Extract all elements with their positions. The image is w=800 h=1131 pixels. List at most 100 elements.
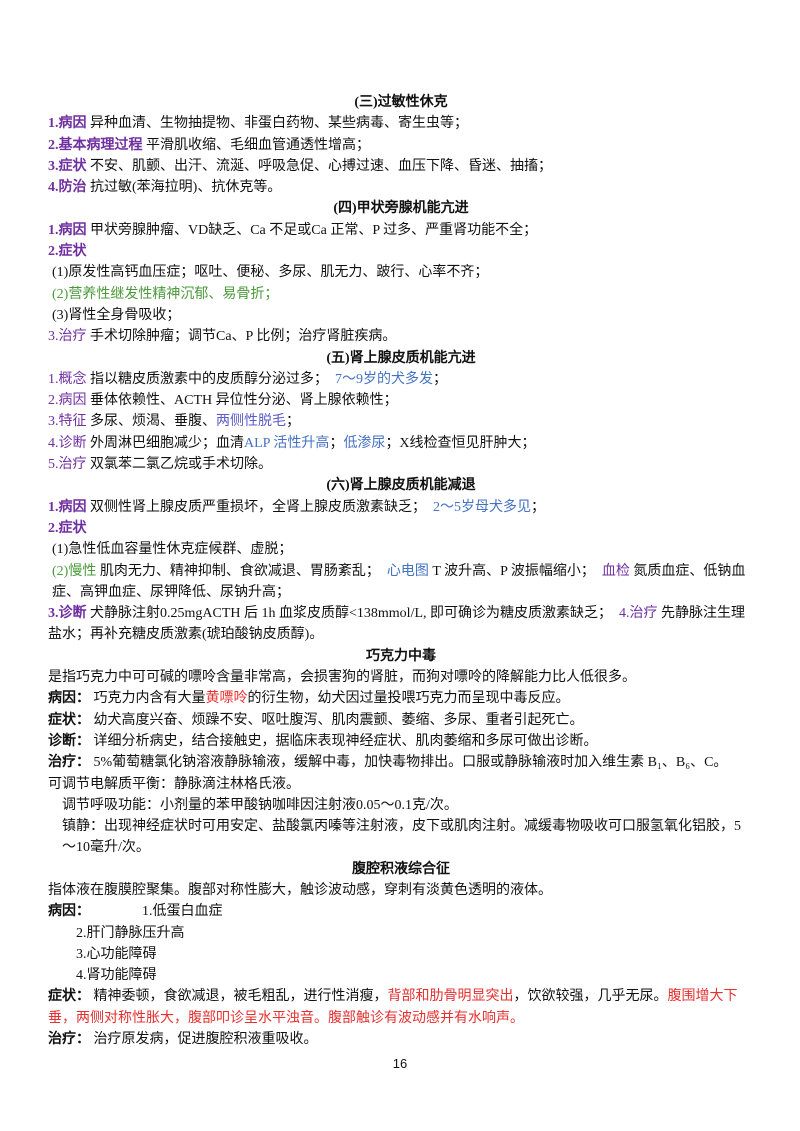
text-run: 1.病因 (48, 116, 87, 132)
text-run: 治疗原发病，促进腹腔积液重吸收。 (90, 1032, 318, 1048)
paragraph: 症状： 精神委顿，食欲减退，被毛粗乱，进行性消瘦，背部和肋骨明显突出，饮欲较强，… (48, 986, 754, 1029)
paragraph: (2)营养性继发性精神沉郁、易骨折； (48, 284, 754, 305)
text-run: ； (433, 371, 447, 387)
text-run: T 波升高、P 波振幅缩小； (428, 563, 588, 579)
paragraph: 4.防治 抗过敏(苯海拉明)、抗休克等。 (48, 177, 754, 198)
text-run: (1)原发性高钙血压症；呕吐、便秘、多尿、肌无力、跛行、心率不齐； (52, 265, 489, 281)
text-run: 病因： (48, 904, 90, 920)
paragraph: 3.诊断 犬静脉注射0.25mgACTH 后 1h 血浆皮质醇<138mmol/… (48, 603, 754, 646)
paragraph: 2.病因 垂体依赖性、ACTH 异位性分泌、肾上腺依赖性； (48, 390, 754, 411)
section-title: (三)过敏性休克 (354, 95, 448, 110)
text-run: 的衍生物，幼犬因过量投喂巧克力而呈现中毒反应。 (247, 691, 570, 707)
paragraph: 2.基本病理过程 平滑肌收缩、毛细血管通透性增高； (48, 135, 754, 156)
text-run: 黄嘌呤 (205, 691, 248, 707)
text-run: 3.治疗 (48, 329, 87, 345)
text-run: 幼犬高度兴奋、烦躁不安、呕吐腹泻、肌肉震颤、萎缩、多尿、重者引起死亡。 (90, 712, 584, 728)
text-run: 双氯苯二氯乙烷或手术切除。 (86, 457, 272, 473)
paragraph: 诊断： 详细分析病史，结合接触史，据临床表现神经症状、肌肉萎缩和多尿可做出诊断。 (48, 731, 754, 752)
paragraph: 2.肝门静脉压升高 (48, 923, 754, 944)
text-run: 先静脉注生理盐水；再补充糖皮质激素(琥珀酸钠皮质醇)。 (48, 606, 746, 643)
text-run: (1)急性低血容量性休克症候群、虚脱； (52, 542, 293, 558)
paragraph: 2.症状 (48, 241, 754, 262)
text-run: 垂体依赖性、ACTH 异位性分泌、肾上腺依赖性； (86, 393, 398, 409)
text-run: 4.治疗 (605, 606, 658, 622)
text-run: (3)肾性全身骨吸收； (52, 307, 181, 323)
text-run: 犬静脉注射0.25mgACTH 后 1h 血浆皮质醇<138mmol/L, 即可… (86, 606, 606, 622)
text-run: 背部和肋骨明显突出 (387, 989, 514, 1005)
paragraph: 镇静：出现神经症状时可用安定、盐酸氯丙嗪等注射液，皮下或肌肉注射。减缓毒物吸收可… (48, 816, 754, 859)
text-run: 治疗： (48, 1032, 90, 1048)
text-run: 指以糖皮质激素中的皮质醇分泌过多； (86, 371, 321, 387)
section-title: 腹腔积液综合征 (352, 861, 450, 877)
text-run: 氮质血症、低钠血症、高钾血症、尿钾降低、尿钠升高； (52, 563, 746, 600)
text-run: 7～9岁的犬多发 (321, 371, 433, 387)
paragraph: 调节呼吸功能：小剂量的苯甲酸钠咖啡因注射液0.05～0.1克/次。 (48, 795, 754, 816)
text-run: ； (531, 499, 545, 515)
text-run: 详细分析病史，结合接触史，据临床表现神经症状、肌肉萎缩和多尿可做出诊断。 (90, 733, 598, 749)
text-run: 3.心功能障碍 (76, 946, 157, 962)
paragraph: 1.病因 甲状旁腺肿瘤、VD缺乏、Ca 不足或Ca 正常、P 过多、严重肾功能不… (48, 220, 754, 241)
text-run: 诊断： (48, 733, 90, 749)
text-run: 抗过敏(苯海拉明)、抗休克等。 (86, 180, 282, 196)
text-run: 调节呼吸功能：小剂量的苯甲酸钠咖啡因注射液0.05～0.1克/次。 (62, 797, 458, 813)
paragraph: 治疗： 治疗原发病，促进腹腔积液重吸收。 (48, 1029, 754, 1050)
text-run: 甲状旁腺肿瘤、VD缺乏、Ca 不足或Ca 正常、P 过多、严重肾功能不全； (86, 222, 538, 238)
text-run: 症状： (48, 989, 90, 1005)
text-run: 可调节电解质平衡：静脉滴注林格氏液。 (48, 776, 300, 792)
text-run: 4.诊断 (48, 435, 87, 451)
section-title: (六)肾上腺皮质机能减退 (326, 478, 476, 494)
paragraph: 5.治疗 双氯苯二氯乙烷或手术切除。 (48, 454, 754, 475)
paragraph: 1.病因 异种血清、生物抽提物、非蛋白药物、某些病毒、寄生虫等； (48, 113, 754, 134)
text-run: 症状： (48, 712, 90, 728)
text-run: 3.诊断 (48, 606, 87, 622)
paragraph: 病因： 巧克力内含有大量黄嘌呤的衍生物，幼犬因过量投喂巧克力而呈现中毒反应。 (48, 688, 754, 709)
text-run: 4.肾功能障碍 (76, 968, 157, 984)
section-title: 巧克力中毒 (366, 648, 436, 664)
paragraph: (2)慢性 肌肉无力、精神抑制、食欲减退、胃肠紊乱； 心电图 T 波升高、P 波… (48, 561, 754, 604)
text-run: 1.低蛋白血症 (142, 904, 223, 920)
text-run: 5%葡萄糖氯化钠溶液静脉输液，缓解中毒，加快毒物排出。口服或静脉输液时加入维生素… (90, 755, 728, 771)
paragraph: 3.症状 不安、肌颤、出汗、流涎、呼吸急促、心搏过速、血压下降、昏迷、抽搐； (48, 156, 754, 177)
text-run: 2.肝门静脉压升高 (76, 925, 185, 941)
paragraph: 症状： 幼犬高度兴奋、烦躁不安、呕吐腹泻、肌肉震颤、萎缩、多尿、重者引起死亡。 (48, 710, 754, 731)
text-run: 3.症状 (48, 158, 87, 174)
text-run: 5.治疗 (48, 457, 87, 473)
text-run: ；X线检查恒见肝肿大； (385, 435, 536, 451)
text-run: 心电图 (372, 563, 429, 579)
paragraph: 1.概念 指以糖皮质激素中的皮质醇分泌过多； 7～9岁的犬多发； (48, 369, 754, 390)
paragraph: (3)肾性全身骨吸收； (48, 305, 754, 326)
text-run: 低渗尿 (343, 435, 386, 451)
text-run: 血检 (587, 563, 630, 579)
paragraph: 可调节电解质平衡：静脉滴注林格氏液。 (48, 774, 754, 795)
text-run: 手术切除肿瘤；调节Ca、P 比例；治疗肾脏疾病。 (86, 329, 397, 345)
text-run: 不安、肌颤、出汗、流涎、呼吸急促、心搏过速、血压下降、昏迷、抽搐； (86, 158, 552, 174)
text-run: ALP 活性升高 (244, 435, 330, 451)
text-run: 异种血清、生物抽提物、非蛋白药物、某些病毒、寄生虫等； (86, 116, 468, 132)
text-run: 2.基本病理过程 (48, 137, 143, 153)
page-number: 16 (392, 1056, 408, 1071)
text-run: 1.病因 (48, 222, 87, 238)
paragraph: (1)急性低血容量性休克症候群、虚脱； (48, 539, 754, 560)
text-run: 2.症状 (48, 244, 87, 260)
text-run: 镇静：出现神经症状时可用安定、盐酸氯丙嗪等注射液，皮下或肌肉注射。减缓毒物吸收可… (62, 819, 741, 856)
text-run: 病因： (48, 691, 90, 707)
text-run: ； (329, 435, 344, 451)
text-run: 2.症状 (48, 520, 87, 536)
paragraph: 病因： 1.低蛋白血症 (48, 901, 754, 922)
text-run: 是指巧克力中可可碱的嘌呤含量非常高，会损害狗的肾脏，而狗对嘌呤的降解能力比人低很… (48, 670, 636, 686)
paragraph: 4.肾功能障碍 (48, 965, 754, 986)
paragraph: 4.诊断 外周淋巴细胞减少；血清ALP 活性升高；低渗尿；X线检查恒见肝肿大； (48, 433, 754, 454)
text-run: ，饮欲较强，几乎无尿。 (513, 989, 668, 1005)
text-run: 外周淋巴细胞减少；血清 (86, 435, 244, 451)
paragraph: 2.症状 (48, 518, 754, 539)
paragraph: 指体液在腹膜腔聚集。腹部对称性膨大，触诊波动感，穿刺有淡黄色透明的液体。 (48, 880, 754, 901)
section-title: (五)肾上腺皮质机能亢进 (326, 350, 476, 366)
text-run: 平滑肌收缩、毛细血管通透性增高； (142, 137, 370, 153)
text-run: 2～5岁母犬多见 (419, 499, 531, 515)
text-run: 指体液在腹膜腔聚集。腹部对称性膨大，触诊波动感，穿刺有淡黄色透明的液体。 (48, 882, 552, 898)
text-run: 巧克力内含有大量 (90, 691, 206, 707)
text-run: 两侧性脱毛 (216, 414, 286, 430)
paragraph: 3.特征 多尿、烦渴、垂腹、两侧性脱毛； (48, 411, 754, 432)
paragraph: 1.病因 双侧性肾上腺皮质严重损坏，全肾上腺皮质激素缺乏； 2～5岁母犬多见； (48, 497, 754, 518)
